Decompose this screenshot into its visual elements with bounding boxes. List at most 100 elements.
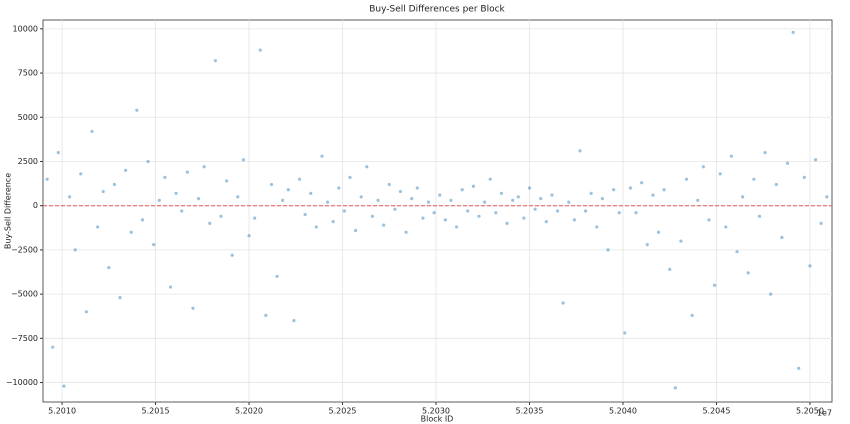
x-axis-label: Block ID — [421, 415, 454, 424]
point — [90, 129, 94, 134]
point — [337, 186, 341, 190]
point — [735, 250, 739, 254]
point — [718, 172, 722, 176]
x-tick-label: 5.2025 — [329, 407, 357, 416]
point — [140, 218, 145, 222]
point — [696, 198, 700, 202]
point — [724, 225, 728, 229]
y-tick-label: −7500 — [11, 334, 38, 343]
point — [567, 200, 571, 204]
point — [208, 221, 212, 225]
point — [202, 165, 206, 169]
y-tick-label: 7500 — [18, 69, 38, 78]
point — [825, 195, 829, 199]
point — [398, 189, 403, 194]
point — [752, 177, 756, 181]
point — [572, 218, 576, 222]
point — [382, 223, 386, 227]
point — [690, 313, 694, 317]
point — [769, 292, 773, 296]
point — [168, 285, 173, 289]
point — [471, 184, 475, 188]
point — [432, 211, 436, 215]
point — [236, 195, 240, 199]
point — [314, 225, 318, 229]
point — [410, 197, 414, 201]
point — [499, 191, 504, 195]
point — [488, 177, 492, 181]
point — [819, 221, 823, 225]
point — [325, 200, 330, 204]
point — [494, 211, 498, 215]
point — [561, 301, 565, 305]
point — [112, 182, 117, 187]
point — [146, 159, 150, 164]
point — [286, 188, 290, 192]
point — [213, 59, 217, 63]
point — [533, 207, 537, 211]
point — [555, 209, 560, 213]
point — [757, 214, 762, 218]
x-tick-label: 5.2015 — [142, 407, 170, 416]
point — [129, 230, 133, 234]
point — [449, 198, 453, 202]
point — [808, 264, 812, 268]
point — [320, 154, 324, 158]
point — [589, 191, 593, 195]
point — [797, 366, 801, 370]
point — [124, 168, 128, 172]
point — [45, 177, 49, 181]
point — [460, 188, 464, 192]
point — [258, 48, 262, 52]
point — [180, 209, 184, 213]
point — [135, 108, 139, 112]
point — [376, 198, 380, 202]
point — [746, 271, 750, 275]
point — [118, 296, 122, 300]
point — [701, 165, 705, 169]
point — [157, 198, 161, 202]
x-tick-label: 5.2010 — [48, 407, 76, 416]
point — [359, 195, 363, 199]
point — [606, 248, 610, 252]
point — [628, 186, 633, 190]
point — [67, 195, 72, 199]
point — [763, 151, 767, 155]
y-axis-label: Buy-Sell Difference — [4, 173, 13, 249]
point — [196, 197, 201, 201]
point — [393, 207, 397, 211]
point — [426, 200, 431, 204]
point — [645, 243, 649, 247]
point — [219, 214, 223, 218]
point — [511, 198, 515, 202]
point — [640, 181, 644, 185]
point — [51, 345, 55, 349]
point — [415, 186, 419, 190]
point — [56, 151, 60, 155]
point — [342, 209, 346, 213]
point — [634, 211, 638, 215]
point — [95, 225, 100, 229]
point — [651, 193, 655, 197]
y-tick-label: 5000 — [18, 113, 38, 122]
point — [813, 158, 818, 162]
point — [729, 154, 734, 158]
point — [163, 175, 167, 179]
point — [438, 193, 442, 197]
point — [516, 195, 520, 199]
point — [303, 212, 307, 217]
point — [191, 306, 195, 310]
y-tick-label: 2500 — [18, 157, 38, 166]
point — [421, 216, 425, 220]
point — [785, 161, 790, 165]
point — [443, 218, 447, 222]
point — [331, 220, 335, 224]
x-tick-label: 5.2030 — [422, 407, 450, 416]
y-tick-label: 10000 — [13, 24, 38, 33]
point — [791, 30, 795, 34]
point — [780, 235, 784, 240]
point — [292, 319, 296, 323]
y-tick-label: 0 — [33, 201, 38, 210]
point — [107, 265, 111, 270]
